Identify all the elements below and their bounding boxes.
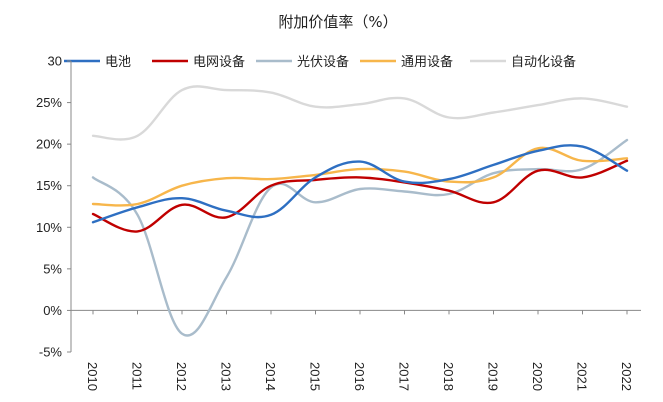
series-line-3 <box>91 138 629 337</box>
x-tick-label: 2020 <box>530 362 545 391</box>
legend-label: 光伏设备 <box>297 54 349 70</box>
x-tick-label: 2018 <box>441 362 456 391</box>
y-tick-label: -5% <box>39 345 63 360</box>
y-tick-label: 0% <box>43 303 62 318</box>
x-tick-label: 2017 <box>397 362 412 391</box>
legend-label: 电池 <box>105 55 131 70</box>
y-tick-label: 15% <box>36 178 62 193</box>
x-tick-label: 2012 <box>174 362 189 391</box>
x-tick-label: 2015 <box>308 362 323 391</box>
y-tick-label: 10% <box>36 220 62 235</box>
y-tick-label: 20% <box>36 137 62 152</box>
chart-title: 附加价值率（%） <box>278 13 397 31</box>
x-axis: 2010 2011 2012 2013 2014 2015 2016 2017 2018 2019… <box>71 309 641 391</box>
series-line-5 <box>91 85 629 141</box>
legend: 电池 电网设备 光伏设备 通用设备 自动化设备 <box>64 54 576 70</box>
x-tick-label: 2014 <box>263 362 278 391</box>
y-tick-label: 30 <box>48 54 62 69</box>
y-tick-label: 25% <box>36 95 62 110</box>
series-lines <box>91 85 629 337</box>
series-line-2 <box>91 159 629 233</box>
x-tick-label: 2013 <box>219 362 234 391</box>
x-tick-label: 2010 <box>85 362 100 391</box>
legend-label: 通用设备 <box>401 54 453 70</box>
series-line-4 <box>91 146 629 207</box>
x-tick-label: 2019 <box>486 362 501 391</box>
legend-label: 自动化设备 <box>511 54 576 70</box>
x-tick-label: 2016 <box>352 362 367 391</box>
legend-label: 电网设备 <box>193 54 245 70</box>
y-tick-label: 5% <box>43 261 62 276</box>
x-tick-label: 2011 <box>130 362 145 390</box>
x-tick-label: 2021 <box>575 362 590 391</box>
y-axis: -5% 0% 5% 10% 15% 20% 25% 30 <box>36 54 72 360</box>
series-line-1 <box>91 144 629 224</box>
x-tick-label: 2022 <box>619 362 634 391</box>
